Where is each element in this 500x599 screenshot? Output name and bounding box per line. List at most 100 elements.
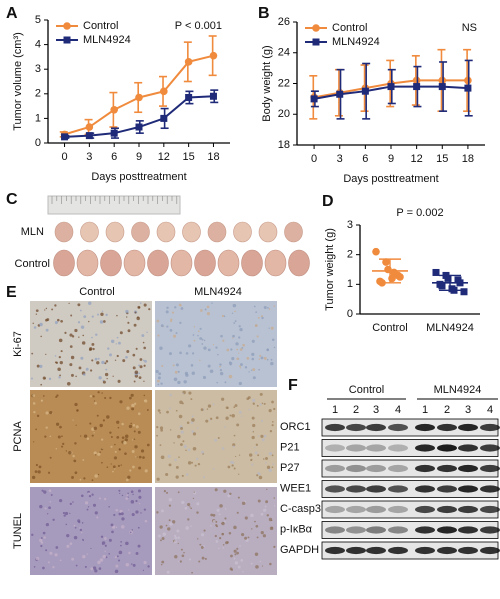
ihc-texture (192, 352, 195, 355)
ihc-texture (131, 407, 135, 411)
ihc-texture (109, 353, 112, 357)
ihc-texture (88, 320, 90, 323)
ihc-texture (266, 514, 269, 517)
ihc-texture (236, 348, 239, 351)
ihc-texture (39, 322, 43, 327)
ihc-texture (173, 334, 177, 338)
band (366, 464, 386, 473)
ihc-texture (108, 506, 110, 508)
ihc-texture (160, 455, 165, 460)
ihc-texture (209, 417, 213, 421)
ihc-texture (44, 309, 46, 311)
ihc-texture (219, 369, 223, 372)
ihc-texture (169, 393, 172, 397)
ihc-texture (100, 535, 104, 539)
ihc-texture (78, 521, 81, 524)
ihc-texture (137, 489, 142, 493)
ihc-texture (88, 348, 92, 351)
ihc-texture (127, 321, 130, 324)
ihc-texture (215, 416, 219, 420)
ihc-texture (182, 440, 185, 443)
ihc-texture (49, 456, 52, 459)
group-label: MLN4924 (434, 384, 482, 396)
ihc-texture (57, 318, 60, 322)
ihc-texture (259, 354, 262, 357)
ihc-texture (69, 502, 72, 506)
ihc-texture (197, 462, 201, 466)
ihc-texture (101, 360, 105, 365)
ihc-texture (175, 465, 179, 469)
ihc-texture (79, 309, 82, 312)
ihc-texture (253, 305, 256, 308)
ihc-texture (80, 356, 84, 360)
ihc-texture (73, 524, 76, 527)
ihc-texture (140, 512, 142, 514)
ihc-texture (134, 445, 138, 449)
ihc-texture (45, 353, 47, 355)
ihc-texture (177, 380, 181, 385)
ihc-texture (221, 314, 225, 318)
ihc-texture (191, 415, 194, 418)
ihc-texture (232, 334, 235, 338)
ihc-texture (271, 454, 274, 457)
ihc-texture (114, 569, 119, 574)
ihc-texture (99, 320, 104, 324)
ihc-texture (132, 465, 135, 469)
ihc-texture (106, 415, 110, 419)
ihc-texture (271, 338, 275, 341)
ihc-texture (271, 519, 273, 522)
ihc-texture (211, 302, 213, 304)
ihc-texture (168, 504, 172, 507)
ihc-texture (263, 508, 267, 512)
ihc-texture (94, 401, 97, 405)
ihc-texture (160, 382, 163, 385)
ihc-texture (166, 325, 169, 328)
ihc-texture (156, 434, 158, 437)
band (458, 464, 478, 473)
ihc-texture (169, 522, 173, 526)
ihc-texture (118, 489, 121, 492)
ihc-texture (170, 320, 173, 323)
ihc-texture (69, 542, 73, 545)
ihc-texture (192, 334, 195, 336)
ihc-texture (201, 533, 205, 537)
ihc-texture (99, 558, 104, 562)
ihc-texture (114, 556, 118, 559)
ihc-texture (174, 534, 177, 537)
ihc-texture (239, 545, 241, 547)
ihc-texture (239, 327, 243, 332)
ihc-texture (212, 467, 215, 470)
ihc-texture (190, 507, 192, 510)
ihc-texture (231, 312, 234, 314)
ihc-texture (233, 557, 236, 560)
lane-label: 2 (353, 404, 359, 416)
ihc-texture (233, 525, 237, 530)
band (480, 485, 500, 493)
ihc-texture (94, 474, 98, 478)
ihc-texture (201, 556, 205, 560)
x-tick-label: 15 (436, 153, 448, 165)
ihc-texture (174, 536, 178, 540)
ihc-texture (175, 363, 179, 367)
ihc-texture (174, 306, 177, 309)
ihc-texture (82, 538, 84, 541)
ihc-texture (233, 467, 236, 470)
ihc-texture (80, 494, 84, 498)
ihc-texture (173, 540, 177, 544)
ihc-texture (155, 369, 159, 374)
ihc-texture (258, 358, 261, 360)
x-tick-label: 18 (462, 153, 474, 165)
ihc-texture (94, 357, 98, 361)
x-tick-label: 6 (111, 151, 117, 163)
ihc-texture (93, 426, 98, 431)
ihc-texture (38, 465, 42, 469)
ihc-texture (242, 343, 246, 347)
ihc-texture (185, 526, 189, 530)
ihc-texture (43, 536, 46, 539)
ihc-texture (188, 344, 192, 348)
ihc-texture (33, 326, 37, 329)
ihc-texture (187, 448, 191, 452)
ihc-texture (40, 383, 43, 386)
ihc-texture (58, 338, 63, 343)
band (480, 505, 500, 514)
